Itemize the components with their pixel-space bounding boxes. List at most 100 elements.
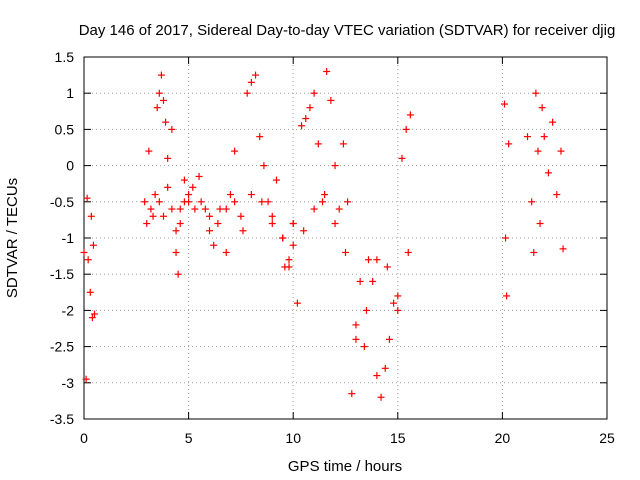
data-point [88,314,96,322]
data-point [298,122,306,130]
y-tick-label: -3 [62,375,75,391]
data-point [147,205,155,213]
data-point [272,176,280,184]
data-point [503,292,511,300]
data-point [176,205,184,213]
y-tick-label: -3.5 [50,411,74,427]
x-tick-label: 20 [495,430,511,446]
data-point [331,162,339,170]
data-point [243,89,251,97]
data-point [381,364,389,372]
data-point [195,172,203,180]
data-point [528,198,536,206]
data-point [365,256,373,264]
y-tick-label: 1.5 [55,49,75,65]
data-point [189,183,197,191]
y-tick-label: 0 [66,158,74,174]
data-point [258,198,266,206]
y-axis-label: SDTVAR / TECUs [4,178,21,298]
data-point [532,89,540,97]
data-point [352,335,360,343]
data-point [180,176,188,184]
data-point [390,299,398,307]
x-tick-labels: 0 5 10 15 20 25 [80,430,615,446]
x-axis-label: GPS time / hours [288,458,402,475]
y-tick-label: -1.5 [50,266,74,282]
data-point [373,372,381,380]
data-point [534,147,542,155]
data-point [222,248,230,256]
data-point [302,115,310,123]
data-point [289,220,297,228]
data-point [404,248,412,256]
data-point [264,198,272,206]
data-point [348,390,356,398]
data-point [252,71,260,79]
data-point [268,212,276,220]
y-tick-label: -0.5 [50,194,74,210]
data-point [237,212,245,220]
data-point [159,212,167,220]
data-point [86,288,94,296]
data-point [89,241,97,249]
grid [84,57,607,419]
data-point [176,220,184,228]
data-point [406,111,414,119]
data-point [279,234,287,242]
data-point [536,220,544,228]
data-point [360,343,368,351]
data-point [145,147,153,155]
data-point [216,205,224,213]
data-point [385,335,393,343]
data-point [82,375,90,383]
data-point [553,191,561,199]
data-point [206,227,214,235]
data-point [505,140,513,148]
x-tick-label: 5 [185,430,193,446]
y-tick-label: -1 [62,230,75,246]
data-point [373,256,381,264]
y-tick-label: -2 [62,302,75,318]
data-point [394,306,402,314]
data-point [398,154,406,162]
data-point [157,71,165,79]
data-point [335,205,343,213]
y-tick-label: -2.5 [50,339,74,355]
data-point [231,147,239,155]
data-point [549,118,557,126]
data-point [540,133,548,141]
data-point [559,245,567,253]
x-tick-label: 15 [390,430,406,446]
data-point [206,212,214,220]
data-point [197,198,205,206]
data-point [300,227,308,235]
data-point [502,234,510,242]
y-tick-label: 1 [66,85,74,101]
plot-frame [83,56,608,420]
data-point [226,191,234,199]
data-point [342,248,349,256]
data-point [402,125,410,133]
data-point [164,154,172,162]
data-point [323,67,331,75]
data-point [260,162,268,170]
data-point [231,198,239,206]
data-point [289,241,297,249]
data-point [90,310,98,318]
data-point [256,133,264,141]
data-point [314,140,322,148]
data-point [247,191,255,199]
data-point [87,212,95,220]
data-point [362,306,370,314]
data-point [214,220,222,228]
data-point [339,140,347,148]
x-tick-label: 10 [285,430,301,446]
data-point [293,299,301,307]
data-point [383,263,391,271]
data-point [369,277,377,285]
data-point [544,169,552,177]
data-series-sdtvar [80,67,567,401]
x-tick-label: 0 [80,430,88,446]
chart-title: Day 146 of 2017, Sidereal Day-to-day VTE… [79,22,616,39]
